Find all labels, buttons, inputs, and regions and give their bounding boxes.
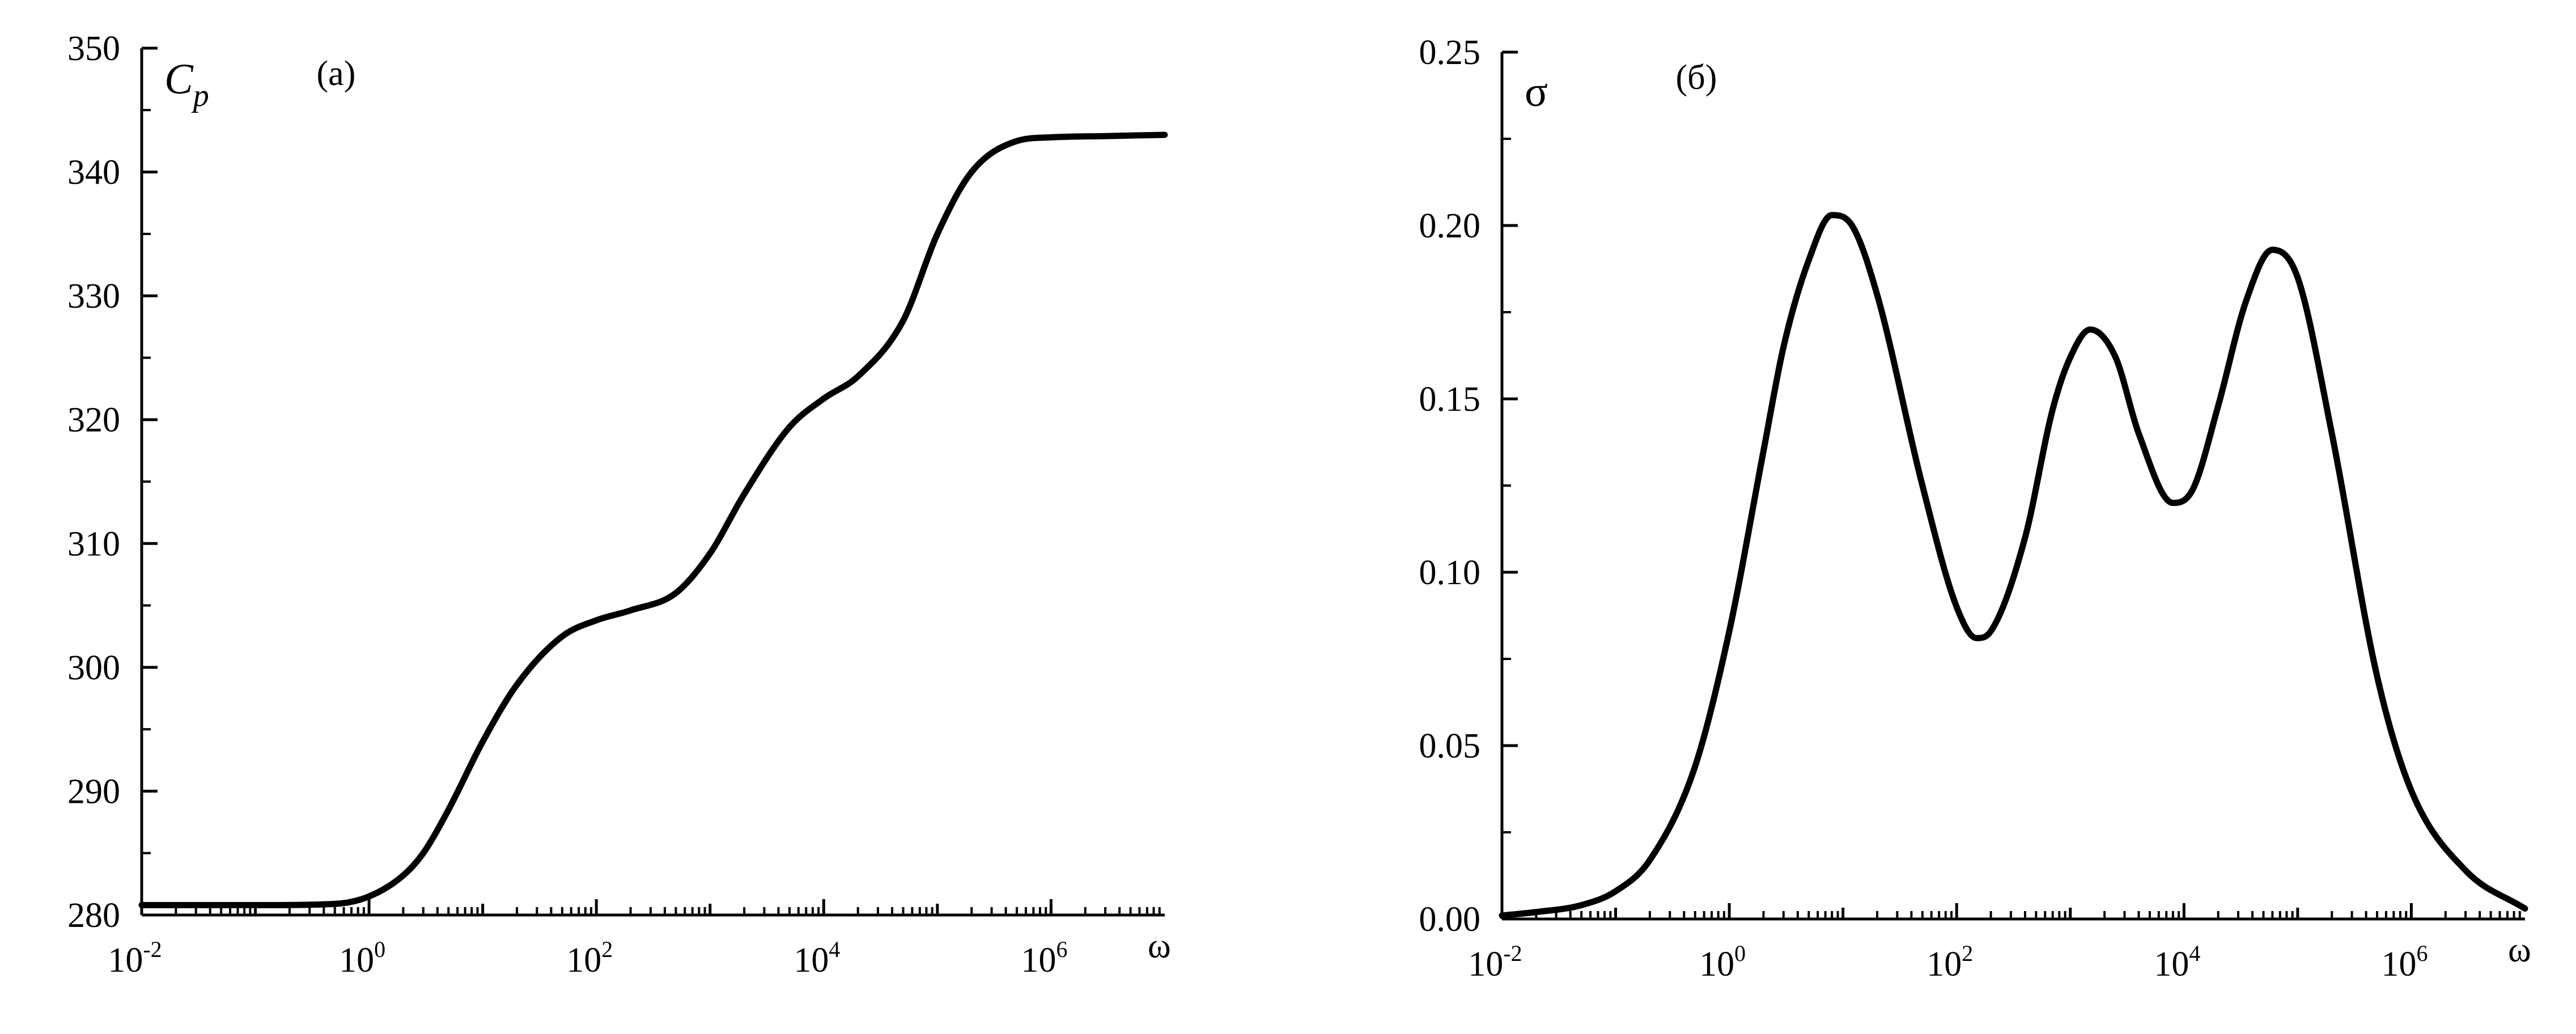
x-tick-label: 106: [1021, 937, 1067, 980]
x-axis-label: ω: [1148, 927, 1171, 965]
y-tick-label: 0.10: [1419, 554, 1481, 592]
y-tick-label: 290: [67, 772, 120, 811]
x-tick-label: 106: [2381, 941, 2428, 984]
y-tick-label: 0.20: [1419, 207, 1481, 245]
x-tick-label: 104: [2154, 941, 2200, 984]
y-tick-label: 0.00: [1419, 900, 1481, 939]
y-axis-label: σ: [1525, 68, 1548, 116]
x-tick-label: 100: [339, 937, 385, 980]
y-tick-label: 0.15: [1419, 380, 1481, 419]
y-tick-label: 330: [67, 277, 120, 316]
y-tick-label: 0.25: [1419, 33, 1481, 72]
y-tick-label: 320: [67, 401, 120, 440]
y-tick-label: 300: [67, 649, 120, 687]
panel-title: (б): [1676, 58, 1717, 97]
y-tick-label: 340: [67, 154, 120, 192]
series-line: [1499, 212, 2528, 919]
x-tick-label: 100: [1699, 941, 1746, 984]
y-tick-label: 280: [67, 896, 120, 935]
panel-a: 10-2 100 102 104 106 280 290 300 310 320 330 340 350…: [67, 29, 1171, 980]
x-tick-label: 104: [793, 937, 840, 980]
x-tick-label: 10-2: [1468, 941, 1522, 984]
x-tick-label: 102: [566, 937, 613, 980]
x-axis-label: ω: [2508, 931, 2531, 969]
x-tick-label: 102: [1926, 941, 1973, 984]
y-tick-label: 350: [67, 29, 120, 68]
y-axis-label: Cp: [164, 56, 209, 113]
series-line: [138, 131, 1168, 909]
panel-title: (a): [317, 54, 356, 93]
y-tick-label: 0.05: [1419, 727, 1481, 765]
panel-b: 10-2 100 102 104 106 0.00 0.05 0.10 0.15 0.20 0.25…: [1419, 33, 2531, 984]
y-tick-label: 310: [67, 525, 120, 563]
x-tick-label: 10-2: [108, 937, 162, 980]
